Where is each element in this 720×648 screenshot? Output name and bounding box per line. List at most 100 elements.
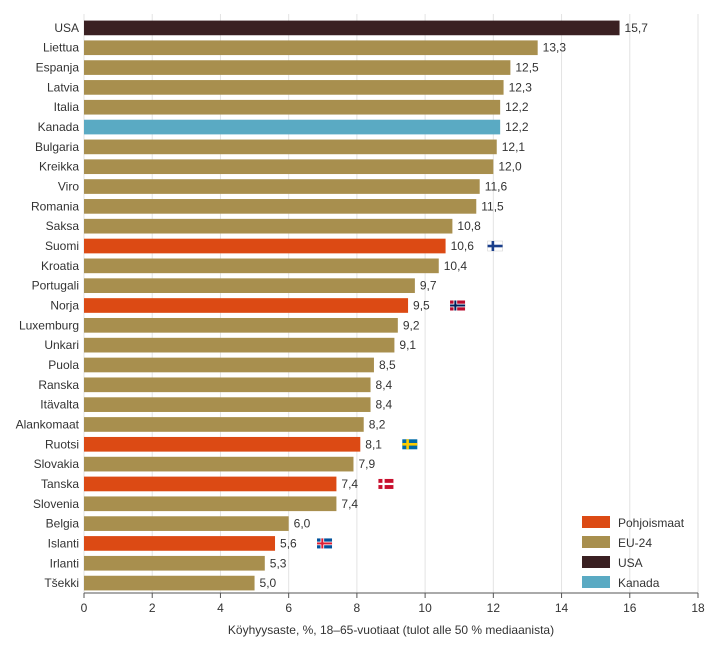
bar — [84, 496, 337, 512]
finland-flag-icon — [487, 240, 503, 252]
bar — [84, 119, 501, 135]
category-label: Slovenia — [33, 497, 79, 511]
value-label: 10,8 — [457, 219, 481, 233]
bar — [84, 516, 289, 531]
sweden-flag-icon — [402, 439, 418, 450]
bar — [84, 436, 361, 452]
category-label: Italia — [54, 100, 80, 114]
x-tick-label: 6 — [285, 601, 292, 615]
denmark-flag-icon — [378, 478, 394, 489]
bar — [84, 80, 504, 95]
category-label: Luxemburg — [19, 318, 79, 332]
x-axis: 0 2 4 6 8 10 12 14 16 18 — [81, 592, 705, 615]
category-label: Viro — [58, 180, 79, 194]
legend-swatch — [582, 516, 610, 528]
value-label: 13,3 — [543, 41, 567, 55]
bar — [84, 555, 265, 571]
value-label: 12,2 — [505, 120, 529, 134]
legend-swatch — [582, 536, 610, 548]
value-label: 10,4 — [444, 259, 468, 273]
value-label: 8,1 — [365, 437, 382, 451]
category-label: Romania — [31, 199, 79, 213]
iceland-flag-icon — [317, 538, 333, 549]
legend-label: Pohjoismaat — [618, 516, 685, 530]
bar — [84, 377, 371, 393]
category-label: Tšekki — [44, 576, 79, 590]
value-label: 7,4 — [341, 497, 358, 511]
bar — [84, 337, 395, 353]
norway-flag-icon — [450, 300, 466, 311]
category-label: Norja — [50, 299, 79, 313]
value-label: 5,3 — [270, 556, 287, 570]
value-label: 8,4 — [376, 398, 393, 412]
bar — [84, 238, 446, 254]
value-label: 11,5 — [481, 199, 504, 213]
category-label: Portugali — [32, 279, 79, 293]
category-label: Liettua — [43, 41, 79, 55]
bar — [84, 298, 409, 313]
x-tick-label: 8 — [354, 601, 361, 615]
value-label: 11,6 — [485, 180, 508, 194]
x-tick-label: 16 — [623, 601, 637, 615]
x-tick-label: 2 — [149, 601, 156, 615]
bar — [84, 397, 371, 412]
value-label: 7,4 — [341, 477, 358, 491]
legend-label: USA — [618, 556, 643, 570]
x-axis-label: Köyhyysaste, %, 18–65-vuotiaat (tulot al… — [228, 623, 554, 637]
bar — [84, 417, 364, 432]
bar — [84, 99, 501, 115]
bar — [84, 456, 354, 472]
category-label: Itävalta — [40, 398, 79, 412]
legend-swatch — [582, 576, 610, 588]
category-label: Latvia — [47, 80, 79, 94]
value-label: 9,5 — [413, 299, 430, 313]
value-label: 12,3 — [509, 80, 533, 94]
value-label: 9,1 — [399, 338, 416, 352]
bar — [84, 199, 477, 214]
x-tick-label: 4 — [217, 601, 224, 615]
category-label: Islanti — [48, 536, 79, 550]
bar — [84, 40, 538, 56]
category-label: USA — [54, 21, 79, 35]
category-label: Suomi — [45, 239, 79, 253]
value-label: 12,5 — [515, 61, 539, 75]
legend: Pohjoismaat EU-24 USA Kanada — [582, 516, 685, 590]
value-label: 8,5 — [379, 358, 396, 372]
bar — [84, 575, 255, 591]
category-label: Kreikka — [39, 160, 79, 174]
category-label: Tanska — [41, 477, 79, 491]
bar — [84, 159, 494, 175]
bar — [84, 139, 497, 155]
category-label: Kroatia — [41, 259, 79, 273]
category-label: Belgia — [46, 517, 80, 531]
category-labels: USA Liettua Espanja Latvia Italia Kanada Bulga… — [16, 21, 80, 590]
bar — [84, 218, 453, 234]
value-label: 15,7 — [625, 21, 649, 35]
category-label: Alankomaat — [16, 417, 80, 431]
x-tick-label: 0 — [81, 601, 88, 615]
category-label: Slovakia — [34, 457, 80, 471]
category-label: Irlanti — [50, 556, 79, 570]
bar — [84, 258, 439, 274]
bar — [84, 278, 415, 294]
legend-label: Kanada — [618, 576, 660, 590]
category-label: Unkari — [44, 338, 79, 352]
bar — [84, 357, 374, 373]
bars — [84, 20, 620, 591]
x-tick-label: 18 — [691, 601, 705, 615]
value-label: 12,0 — [498, 160, 522, 174]
legend-swatch — [582, 556, 610, 568]
value-label: 8,2 — [369, 417, 386, 431]
x-tick-label: 12 — [487, 601, 501, 615]
value-label: 5,0 — [260, 576, 277, 590]
category-label: Puola — [48, 358, 79, 372]
category-label: Saksa — [46, 219, 80, 233]
bar — [84, 536, 276, 551]
category-label: Bulgaria — [35, 140, 79, 154]
category-label: Ruotsi — [45, 437, 79, 451]
bar — [84, 317, 398, 333]
value-label: 10,6 — [451, 239, 475, 253]
category-label: Kanada — [38, 120, 80, 134]
x-tick-label: 14 — [555, 601, 569, 615]
